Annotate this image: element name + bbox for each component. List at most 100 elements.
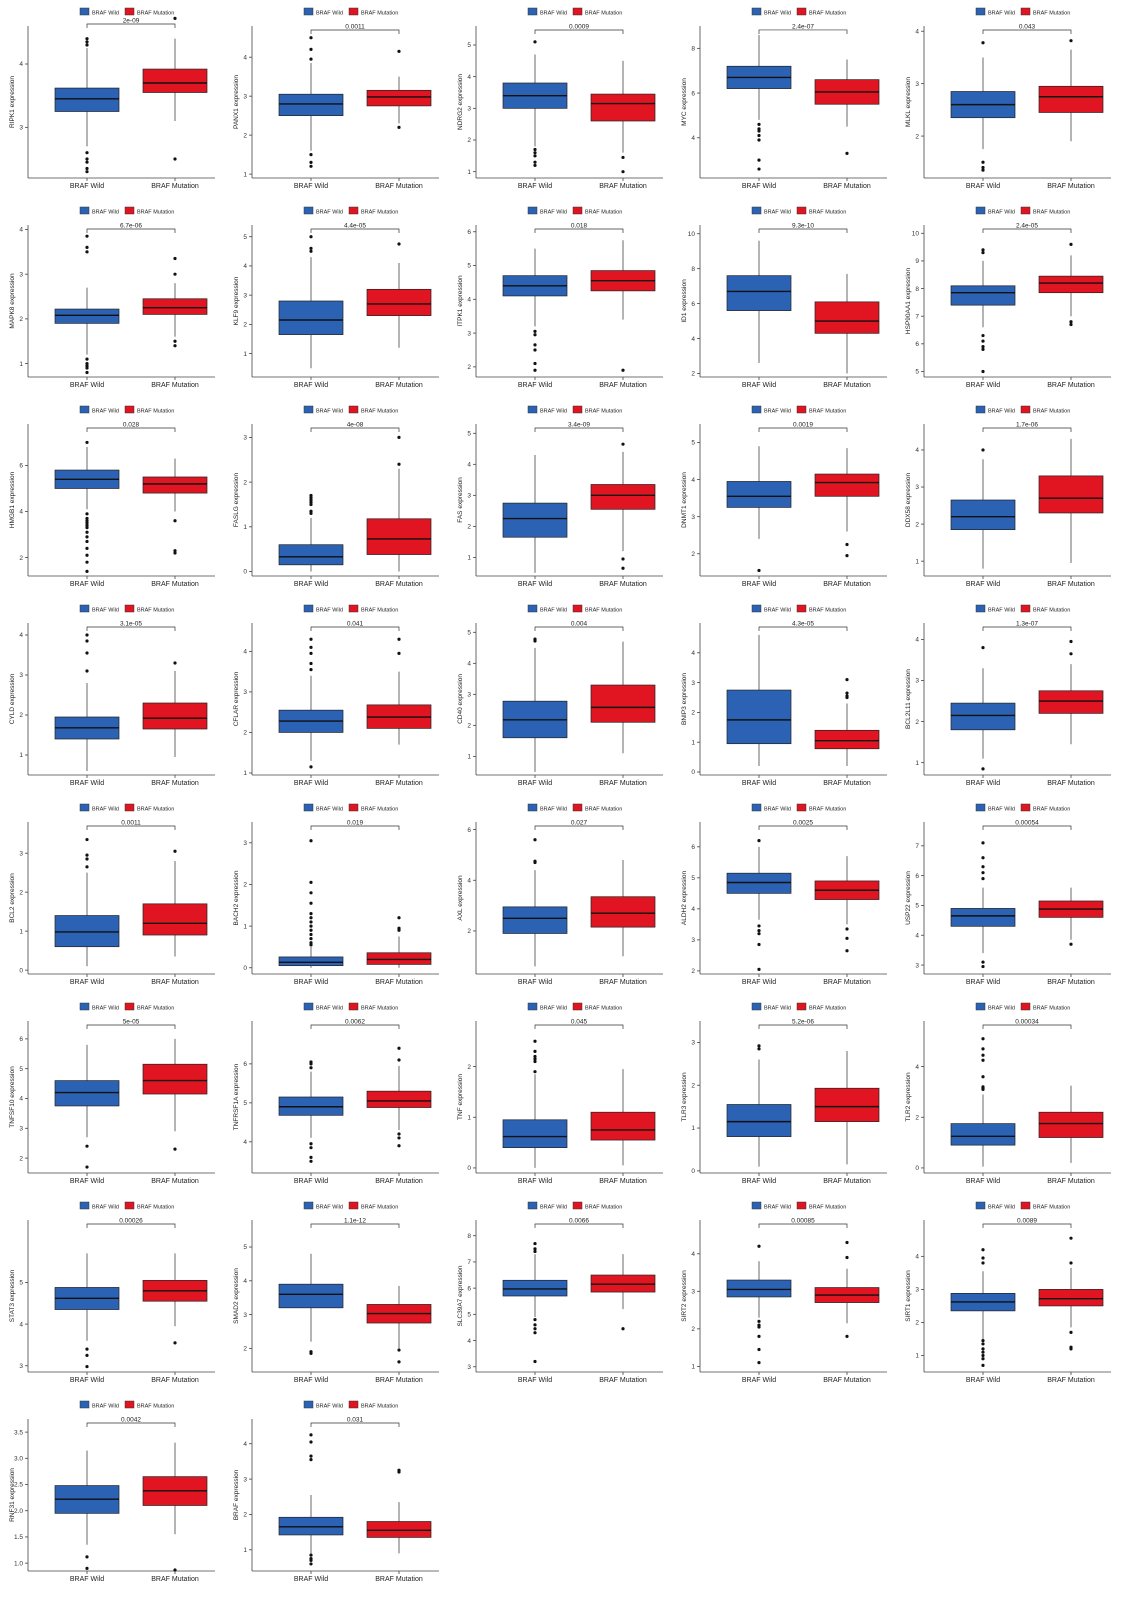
outlier-point xyxy=(757,1361,761,1365)
legend-label-wild: BRAF Wild xyxy=(988,1205,1015,1211)
outlier-point xyxy=(1069,942,1073,946)
legend-swatch-mutation xyxy=(1020,7,1031,16)
outlier-point xyxy=(981,160,985,164)
legend: BRAF Wild BRAF Mutation xyxy=(751,1201,846,1211)
x-tick-label: BRAF Wild xyxy=(518,183,552,190)
y-tick-label: 4 xyxy=(691,135,695,142)
y-tick-label: 5 xyxy=(467,263,471,270)
y-tick-label: 3 xyxy=(19,271,23,278)
outlier-point xyxy=(981,767,985,771)
outlier-point xyxy=(397,435,401,440)
outlier-point xyxy=(85,1144,89,1148)
outlier-point xyxy=(757,967,761,971)
box-braf-wild xyxy=(54,1253,120,1369)
outlier-point xyxy=(533,1323,537,1327)
legend-swatch-wild xyxy=(79,1400,90,1409)
box-iqr xyxy=(950,285,1016,306)
pvalue-label: 2.4e-05 xyxy=(1016,223,1038,230)
y-tick-label: 3 xyxy=(691,937,695,944)
legend-swatch-wild xyxy=(303,1002,314,1011)
box-braf-wild xyxy=(726,240,792,364)
outlier-point xyxy=(981,964,985,969)
legend-swatch-mutation xyxy=(124,1400,135,1409)
legend-label-mutation: BRAF Mutation xyxy=(137,1404,174,1410)
x-tick-label: BRAF Mutation xyxy=(375,183,423,190)
pvalue-label: 0.0042 xyxy=(121,1417,141,1424)
y-tick-label: 2 xyxy=(467,137,471,144)
outlier-point xyxy=(981,1350,985,1354)
legend-label-mutation: BRAF Mutation xyxy=(137,807,174,813)
y-tick-label: 4 xyxy=(243,54,247,61)
outlier-point xyxy=(757,122,761,126)
outlier-point xyxy=(397,1470,401,1474)
box-iqr xyxy=(54,308,120,324)
outlier-point xyxy=(85,1364,89,1369)
outlier-point xyxy=(85,1566,89,1570)
outlier-point xyxy=(173,256,177,261)
legend-label-mutation: BRAF Mutation xyxy=(585,1006,622,1012)
legend: BRAF Wild BRAF Mutation xyxy=(79,803,174,813)
box-braf-wild xyxy=(278,637,344,769)
box-iqr xyxy=(726,1104,792,1137)
outlier-point xyxy=(309,1553,313,1557)
outlier-point xyxy=(309,1146,313,1150)
box-braf-mutation xyxy=(590,442,656,570)
boxplot-panel: BRAF Wild BRAF Mutation 1 2 3 4 5 FAS expressio… xyxy=(457,405,663,588)
x-tick-label: BRAF Mutation xyxy=(823,1377,871,1384)
outlier-point xyxy=(85,521,89,525)
y-tick-label: 2 xyxy=(243,882,247,889)
y-axis-label: TNFRSF1A expression xyxy=(233,1063,240,1130)
box-iqr xyxy=(142,298,208,315)
x-tick-label: BRAF Mutation xyxy=(375,1377,423,1384)
y-axis-label: RIPK1 expression xyxy=(9,76,16,128)
outlier-point xyxy=(85,1347,89,1351)
legend: BRAF Wild BRAF Mutation xyxy=(79,7,174,17)
box-iqr xyxy=(54,87,120,112)
pvalue-bracket xyxy=(310,626,400,631)
x-tick-label: BRAF Mutation xyxy=(375,1576,423,1583)
outlier-point xyxy=(757,158,761,162)
box-iqr xyxy=(366,288,432,316)
y-tick-label: 2 xyxy=(19,712,23,719)
x-tick-label: BRAF Mutation xyxy=(599,382,647,389)
outlier-point xyxy=(981,168,985,172)
y-axis-label: CYLD expression xyxy=(9,673,16,724)
box-braf-mutation xyxy=(366,242,432,348)
outlier-point xyxy=(757,1347,761,1352)
x-tick-label: BRAF Wild xyxy=(518,382,552,389)
legend-label-wild: BRAF Wild xyxy=(540,409,567,415)
legend-label-wild: BRAF Wild xyxy=(540,1006,567,1012)
legend-swatch-mutation xyxy=(348,803,359,812)
box-iqr xyxy=(950,702,1016,731)
y-tick-label: 3 xyxy=(19,672,23,679)
legend-label-mutation: BRAF Mutation xyxy=(137,210,174,216)
outlier-point xyxy=(397,651,401,655)
outlier-point xyxy=(85,364,89,368)
box-braf-wild xyxy=(278,493,344,572)
box-braf-mutation xyxy=(814,59,880,156)
legend-label-wild: BRAF Wild xyxy=(764,409,791,415)
x-tick-label: BRAF Mutation xyxy=(823,183,871,190)
pvalue-label: 0.00054 xyxy=(1015,820,1039,827)
outlier-point xyxy=(533,1054,537,1059)
y-tick-label: 2 xyxy=(243,1512,247,1519)
outlier-point xyxy=(85,523,89,527)
outlier-point xyxy=(85,1353,89,1357)
box-iqr xyxy=(950,499,1016,531)
legend-swatch-wild xyxy=(975,206,986,215)
x-tick-label: BRAF Mutation xyxy=(599,183,647,190)
boxplot-panel: BRAF Wild BRAF Mutation 3 4 RIPK1 expression… xyxy=(9,7,215,190)
box-braf-mutation xyxy=(814,1050,880,1165)
y-tick-label: 4 xyxy=(19,632,23,639)
box-iqr xyxy=(366,518,432,555)
outlier-point xyxy=(845,1334,849,1338)
outlier-point xyxy=(309,36,313,40)
y-axis-label: ID1 expression xyxy=(681,279,688,323)
box-braf-wild xyxy=(502,455,568,573)
legend-swatch-wild xyxy=(527,206,538,215)
legend-label-wild: BRAF Wild xyxy=(988,11,1015,17)
x-tick-label: BRAF Wild xyxy=(70,1576,104,1583)
legend-swatch-wild xyxy=(751,1002,762,1011)
legend-label-mutation: BRAF Mutation xyxy=(1033,1205,1070,1211)
